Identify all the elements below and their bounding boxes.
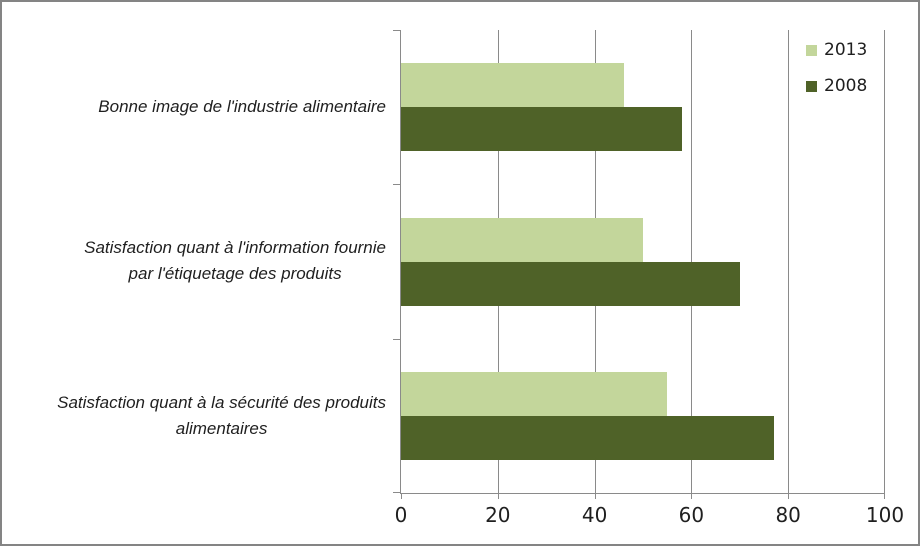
x-axis-tick-label: 40 (581, 503, 608, 527)
category-label-2: Satisfaction quant à l'information fourn… (84, 184, 386, 338)
bar-2013-category-1 (401, 63, 624, 108)
category-label-line: Bonne image de l'industrie alimentaire (98, 97, 386, 117)
legend-label: 2008 (824, 76, 868, 96)
legend-swatch-2013 (806, 44, 817, 56)
x-axis-tick-label: 0 (394, 503, 408, 527)
x-axis-tick-label: 60 (678, 503, 705, 527)
category-label-3: Satisfaction quant à la sécurité des pro… (57, 339, 386, 493)
x-axis-tick (401, 493, 402, 499)
bar-2008-category-1 (401, 107, 682, 152)
category-label-line: Satisfaction quant à l'information fourn… (84, 238, 386, 258)
x-axis-tick (788, 493, 790, 499)
category-axis-tick (393, 184, 401, 186)
legend-swatch-2008 (806, 80, 817, 92)
category-axis-tick (393, 492, 401, 493)
x-axis-tick (594, 493, 596, 499)
x-axis-tick (691, 493, 693, 499)
gridline-100 (884, 30, 885, 493)
bar-2008-category-3 (401, 415, 774, 460)
bar-2008-category-2 (401, 261, 740, 306)
x-axis-tick-label: 100 (865, 503, 905, 527)
x-axis-tick-label: 20 (485, 503, 511, 527)
legend-label: 2013 (824, 40, 868, 60)
category-label-line: alimentaires (175, 418, 268, 438)
gridline-80 (788, 30, 790, 493)
bar-2013-category-2 (401, 217, 643, 262)
x-axis-tick-label: 80 (775, 503, 801, 527)
bar-2013-category-3 (401, 371, 668, 416)
category-axis-tick (393, 338, 401, 340)
category-axis-tick (393, 30, 401, 31)
legend-item-2008: 2008 (806, 75, 867, 97)
x-axis-tick (884, 493, 885, 499)
legend-item-2013: 2013 (806, 39, 867, 61)
category-label-1: Bonne image de l'industrie alimentaire (98, 30, 386, 184)
x-axis-tick (497, 493, 499, 499)
category-label-line: Satisfaction quant à la sécurité des pro… (57, 392, 386, 412)
plot-area (393, 30, 885, 499)
category-label-line: par l'étiquetage des produits (128, 264, 342, 284)
